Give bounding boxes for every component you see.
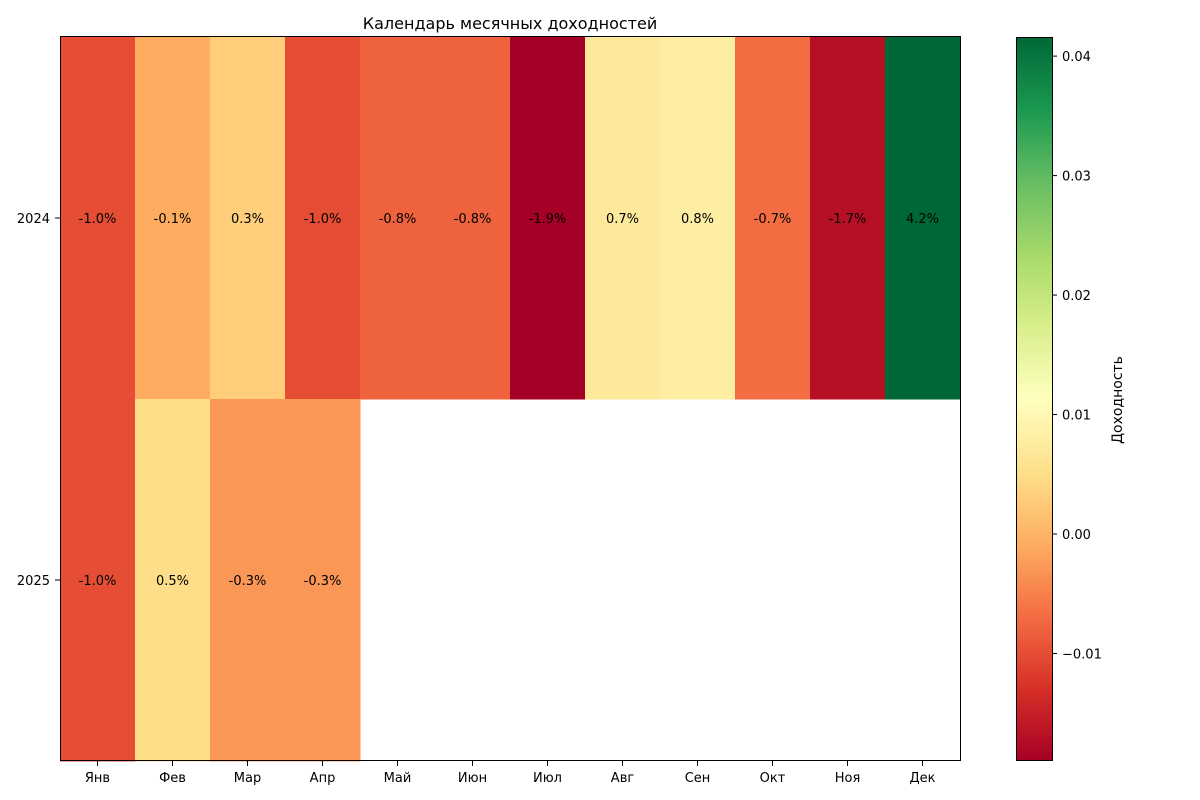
heatmap-cell	[210, 37, 286, 400]
cell-value-label: -0.8%	[379, 212, 417, 227]
heatmap-cell	[360, 37, 436, 400]
cell-value-label: -1.0%	[79, 574, 117, 589]
x-tick-label: Янв	[85, 771, 110, 786]
colorbar	[1016, 37, 1052, 761]
colorbar-tick-label: 0.03	[1062, 170, 1091, 185]
heatmap-cell	[585, 37, 661, 400]
cell-value-label: -1.0%	[79, 212, 117, 227]
colorbar-label: Доходность	[1110, 356, 1126, 444]
heatmap-cell	[210, 399, 286, 762]
cell-value-label: 0.7%	[606, 212, 639, 227]
x-axis-ticks: Янв Фев Мар Апр Май Июн Июл Авг Сен Окт Ноя Дек	[85, 761, 936, 786]
x-tick-label: Авг	[611, 771, 635, 786]
cell-value-label: -0.8%	[454, 212, 492, 227]
colorbar-frame	[1016, 37, 1053, 761]
heatmap-cell	[60, 37, 136, 400]
x-tick-label: Апр	[310, 771, 336, 786]
chart-title: Календарь месячных доходностей	[363, 14, 657, 33]
heatmap-cell	[135, 399, 211, 762]
x-tick-label: Июн	[458, 771, 487, 786]
x-tick-label: Сен	[685, 771, 711, 786]
colorbar-tick-label: 0.04	[1062, 50, 1091, 65]
cell-value-label: 4.2%	[906, 212, 939, 227]
y-tick-label: 2024	[17, 212, 50, 227]
heatmap-cell	[60, 399, 136, 762]
cell-value-label: -0.1%	[154, 212, 192, 227]
colorbar-ticks: −0.01 0.00 0.01 0.02 0.03 0.04	[1052, 50, 1102, 662]
heatmap-cell	[285, 37, 361, 400]
heatmap-cell	[735, 37, 811, 400]
colorbar-tick-label: 0.01	[1062, 409, 1091, 424]
heatmap-cell	[885, 37, 961, 400]
heatmap-cell	[810, 37, 886, 400]
x-tick-label: Июл	[533, 771, 562, 786]
x-tick-label: Май	[384, 771, 412, 786]
cell-value-label: -0.3%	[229, 574, 267, 589]
cell-value-label: -0.7%	[754, 212, 792, 227]
plot-frame	[60, 36, 961, 761]
x-tick-label: Ноя	[835, 771, 861, 786]
cell-value-label: -1.0%	[304, 212, 342, 227]
heatmap-cells	[60, 37, 961, 762]
heatmap-cell	[285, 399, 361, 762]
heatmap-cell	[660, 37, 736, 400]
heatmap-cell	[510, 37, 586, 400]
x-tick-label: Окт	[760, 771, 786, 786]
y-axis-ticks: 2024 2025	[17, 212, 60, 589]
colorbar-tick-label: 0.00	[1062, 528, 1091, 543]
cell-value-label: -0.3%	[304, 574, 342, 589]
cell-value-label: 0.5%	[156, 574, 189, 589]
heatmap-cell	[435, 37, 511, 400]
y-tick-label: 2025	[17, 574, 50, 589]
x-tick-label: Фев	[159, 771, 186, 786]
heatmap-cell-labels: -1.0% -0.1% 0.3% -1.0% -0.8% -0.8% -1.9% 0.7% 0.…	[79, 212, 939, 589]
x-tick-label: Мар	[234, 771, 261, 786]
colorbar-tick-label: 0.02	[1062, 289, 1091, 304]
cell-value-label: -1.9%	[529, 212, 567, 227]
x-tick-label: Дек	[909, 771, 935, 786]
cell-value-label: -1.7%	[829, 212, 867, 227]
heatmap-cell	[135, 37, 211, 400]
cell-value-label: 0.3%	[231, 212, 264, 227]
cell-value-label: 0.8%	[681, 212, 714, 227]
colorbar-tick-label: −0.01	[1062, 647, 1102, 662]
